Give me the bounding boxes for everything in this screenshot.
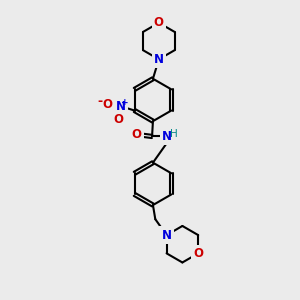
Text: O: O	[102, 98, 112, 111]
Text: -: -	[97, 94, 102, 108]
Text: N: N	[154, 53, 164, 66]
Text: N: N	[162, 229, 172, 242]
Text: O: O	[113, 113, 123, 126]
Text: O: O	[193, 247, 203, 260]
Text: O: O	[131, 128, 142, 142]
Text: +: +	[121, 98, 128, 106]
Text: O: O	[154, 16, 164, 29]
Text: N: N	[116, 100, 125, 112]
Text: N: N	[162, 130, 172, 143]
Text: H: H	[170, 128, 178, 139]
